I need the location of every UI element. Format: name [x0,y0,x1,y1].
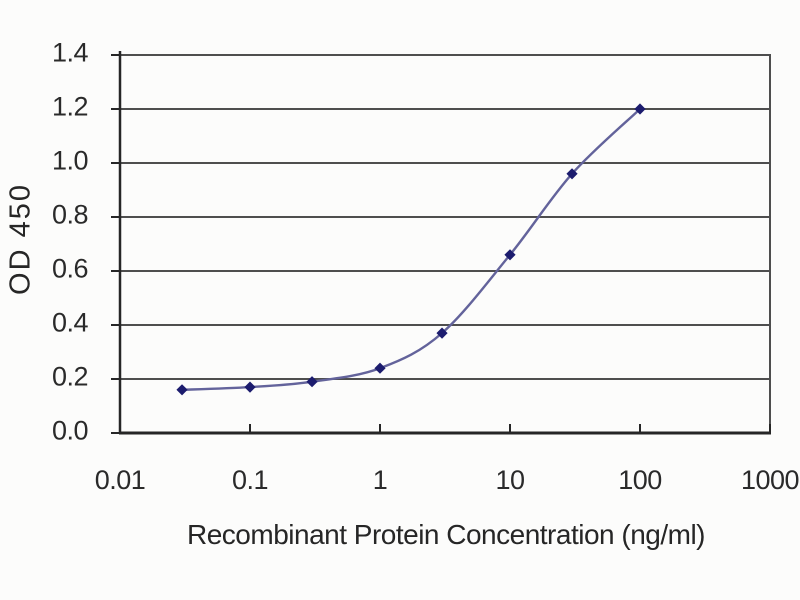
y-tick-label: 1.4 [51,37,89,68]
x-tick-label: 1000 [740,465,800,495]
y-tick-label: 0.4 [51,307,89,338]
data-point-marker [244,381,256,393]
data-point-marker [436,327,448,339]
x-tick-label: 0.1 [231,465,269,495]
data-point-marker [374,362,386,374]
y-tick-label: 0.2 [51,361,89,392]
y-axis-title: OD 450 [4,183,37,295]
y-tick-label: 1.0 [51,145,89,176]
x-tick-label: 1 [372,465,388,495]
x-tick-label: 10 [495,465,525,495]
series-line [180,107,642,391]
data-point-marker [634,103,646,115]
x-axis-title: Recombinant Protein Concentration (ng/ml… [187,519,705,550]
data-point-marker [566,168,578,180]
y-tick-label: 0.8 [51,199,89,230]
y-tick-label: 0.0 [51,415,89,446]
data-point-marker [504,249,516,261]
x-tick-label: 0.01 [94,465,146,495]
y-tick-label: 1.2 [51,91,89,122]
y-tick-label: 0.6 [51,253,89,284]
data-point-marker [306,376,318,388]
x-tick-label: 100 [618,465,662,495]
data-point-marker [176,384,188,396]
